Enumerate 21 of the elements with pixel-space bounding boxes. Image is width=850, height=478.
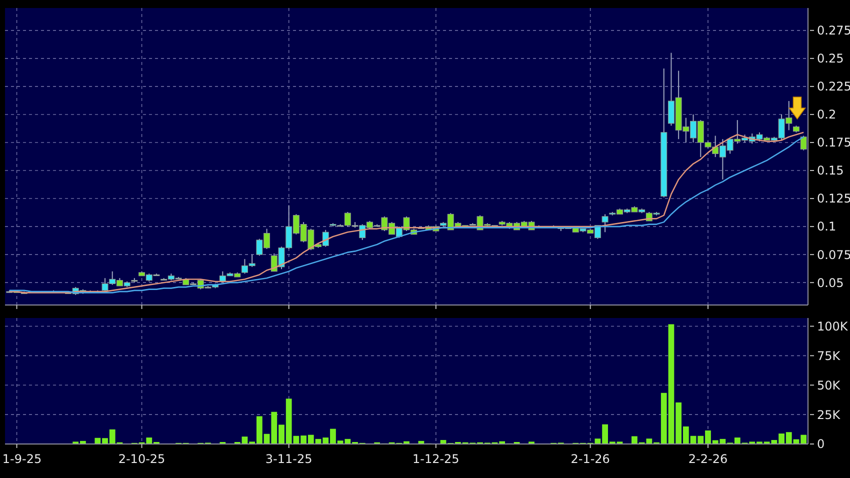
y-tick-label: 100K: [817, 319, 849, 334]
y-tick-label: 0.175: [817, 136, 850, 150]
y-tick-label: 0: [817, 437, 825, 452]
y-tick-label: 25K: [817, 408, 842, 422]
x-tick-label: 1-9-25: [2, 452, 42, 466]
x-tick-label: 2-1-26: [570, 452, 610, 466]
x-tick-label: 1-12-25: [412, 452, 460, 466]
y-tick-label: 0.125: [817, 192, 850, 206]
y-tick-label: 0.225: [817, 80, 850, 94]
x-tick-label: 3-11-25: [265, 452, 312, 466]
y-tick-label: 0.275: [817, 24, 850, 38]
y-tick-label: 0.05: [817, 276, 844, 290]
y-tick-label: 0.2: [817, 108, 836, 122]
y-tick-label: 0.075: [817, 248, 850, 262]
y-tick-label: 75K: [817, 348, 842, 363]
x-tick-label: 2-2-26: [688, 452, 728, 466]
y-tick-label: 0.1: [817, 220, 836, 234]
y-tick-label: 0.15: [817, 164, 844, 178]
x-tick-label: 2-10-25: [118, 452, 166, 466]
y-tick-label: 0.25: [817, 52, 844, 66]
y-tick-label: 50K: [817, 378, 842, 392]
